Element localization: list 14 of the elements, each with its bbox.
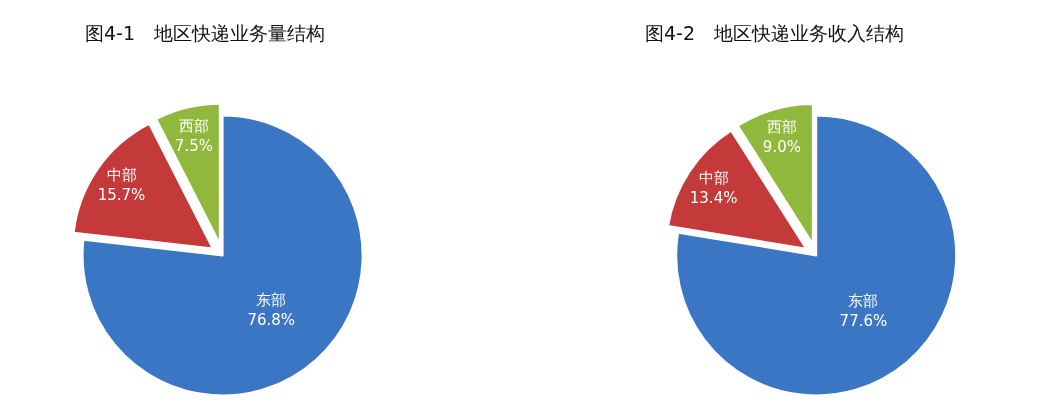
data-label: 9.0% (762, 138, 801, 157)
data-label: 76.8% (247, 310, 296, 329)
data-label: 7.5% (174, 136, 213, 155)
chart-title: 图4-2 地区快递业务收入结构 (645, 21, 905, 44)
slice-label: 东部 (256, 290, 287, 309)
slice-label: 西部 (178, 116, 209, 135)
slice-label: 中部 (698, 168, 729, 187)
data-label: 13.4% (689, 188, 738, 207)
slice-label: 西部 (766, 118, 797, 137)
slice-label: 中部 (106, 166, 137, 185)
chart-title: 图4-1 地区快递业务量结构 (85, 21, 326, 44)
data-label: 77.6% (839, 312, 888, 331)
slice-label: 东部 (848, 292, 879, 311)
data-label: 15.7% (97, 186, 146, 205)
